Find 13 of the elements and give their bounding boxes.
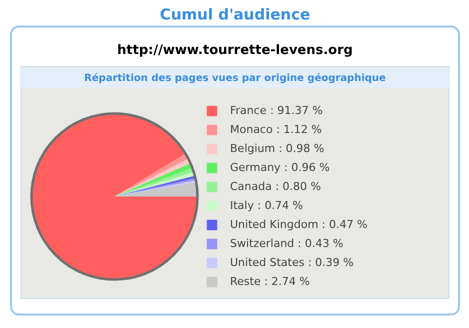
legend-label: United States : 0.39 % [230, 256, 354, 269]
chart-title: Cumul d'audience [160, 6, 310, 24]
text: Répartition des pages vues par origine géographique [84, 73, 386, 84]
legend-label: Canada : 0.80 % [230, 180, 321, 193]
legend-label: Reste : 2.74 % [230, 275, 310, 288]
legend-label: France : 91.37 % [230, 104, 323, 117]
legend-label: Switzerland : 0.43 % [230, 237, 344, 250]
legend-label: United Kingdom : 0.47 % [230, 218, 368, 231]
legend-label: Belgium : 0.98 % [230, 142, 324, 155]
legend-label: Germany : 0.96 % [230, 161, 330, 174]
legend-label: Italy : 0.74 % [230, 199, 304, 212]
chart-subtitle: http://www.tourrette-levens.org [117, 43, 353, 58]
legend-label: Monaco : 1.12 % [230, 123, 322, 136]
